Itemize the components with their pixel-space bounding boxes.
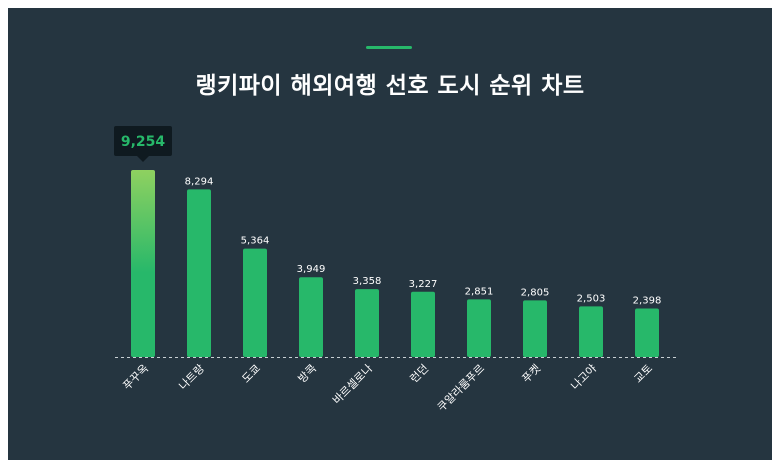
category-label-9: 나고야 [568,362,599,393]
category-label-1: 푸꾸옥 [120,362,151,393]
category-label-5: 바르셀로나 [330,362,375,407]
bar-3 [243,248,267,357]
tooltip-pointer [137,156,149,162]
bar-5 [355,289,379,357]
category-label-10: 교토 [632,362,656,386]
bar-value-label-9: 2,503 [577,293,606,304]
category-label-8: 푸켓 [520,362,544,386]
category-label-6: 런던 [408,362,432,386]
title-accent-line [366,46,412,49]
bar-4 [299,277,323,357]
chart-frame: 랭키파이 해외여행 선호 도시 순위 차트 9,254 푸꾸옥 8,294 나트랑 5,… [8,8,772,460]
bar-10 [635,308,659,357]
bar-value-label-5: 3,358 [353,276,382,287]
bar-6 [411,291,435,357]
bar-8 [523,300,547,357]
bar-value-label-10: 2,398 [633,296,662,307]
bar-value-label-7: 2,851 [465,286,494,297]
bar-value-label-1: 9,254 [121,134,166,150]
tooltip-box [114,126,172,156]
bar-2 [187,189,211,357]
bar-value-label-6: 3,227 [409,279,438,290]
bar-chart: 9,254 푸꾸옥 8,294 나트랑 5,364 도쿄 3,949 방콕 3,358 바르셀로나… [114,126,676,414]
bar-9 [579,306,603,357]
category-label-3: 도쿄 [240,362,264,386]
category-label-4: 방콕 [296,362,320,386]
bar-value-label-2: 8,294 [185,176,214,187]
bar-value-label-3: 5,364 [241,236,270,247]
top-value-tooltip: 9,254 [114,126,172,162]
bar-7 [467,299,491,357]
category-label-7: 쿠알라룸푸르 [434,361,487,414]
bar-value-label-4: 3,949 [297,264,326,275]
chart-title: 랭키파이 해외여행 선호 도시 순위 차트 [195,73,585,99]
bar-1 [131,170,155,357]
category-label-2: 나트랑 [176,362,207,393]
bar-value-label-8: 2,805 [521,287,550,298]
